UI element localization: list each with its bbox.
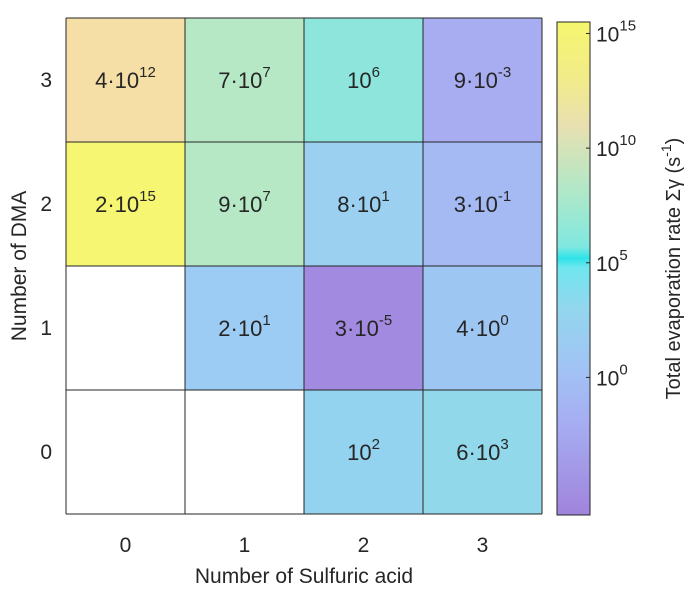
heatmap-cell [304,266,423,390]
x-tick-label: 2 [358,534,370,557]
heatmap-cell [66,142,185,266]
cell-value-label: 9·107 [218,188,270,217]
cell-value-label: 6·103 [456,436,508,465]
cell-value-label: 2·101 [218,312,270,341]
x-tick-label: 3 [477,534,489,557]
cell-value-label: 8·101 [337,188,389,217]
heatmap-cell [423,390,542,514]
x-tick-label: 0 [120,534,132,557]
heatmap-cell [423,142,542,266]
cell-value-label: 3·10-1 [454,188,511,217]
cell-value-label: 3·10-5 [335,312,392,341]
empty-cell [66,390,185,514]
colorbar-tick-label: 1015 [596,17,636,46]
cell-value-label: 7·107 [218,64,270,93]
y-axis-label: Number of DMA [8,191,31,342]
cell-value-label: 2·1015 [95,188,156,217]
colorbar-label: Total evaporation rate Σγ (s-1) [658,138,685,400]
heatmap-cell [423,266,542,390]
heatmap-cell [304,142,423,266]
cell-value-label: 9·10-3 [454,64,511,93]
y-tick-label: 2 [40,193,52,216]
x-tick-label: 1 [239,534,251,557]
colorbar-tick-label: 100 [596,361,628,390]
heatmap-cell [66,18,185,142]
empty-cell [185,390,304,514]
x-axis-label: Number of Sulfuric acid [195,565,413,588]
heatmap-cells: 4·1012 7·107 106 9·10-3 2·1015 9·107 8·101 3·10… [66,18,542,514]
grid-lines [65,17,543,515]
y-tick-label: 3 [40,69,52,92]
cell-value-label: 106 [347,64,380,93]
heatmap-cell [423,18,542,142]
colorbar [556,21,591,516]
cell-value-label: 4·1012 [95,64,156,93]
empty-cell [66,266,185,390]
heatmap-cell [304,390,423,514]
cell-value-label: 102 [347,436,380,465]
colorbar-tick-label: 105 [596,247,628,276]
heatmap-cell [185,18,304,142]
heatmap-cell [304,18,423,142]
y-tick-label: 0 [40,441,52,464]
heatmap-cell [185,142,304,266]
cell-value-label: 4·100 [456,312,508,341]
colorbar-tick-label: 1010 [596,132,636,161]
heatmap-cell [185,266,304,390]
y-tick-label: 1 [40,317,52,340]
